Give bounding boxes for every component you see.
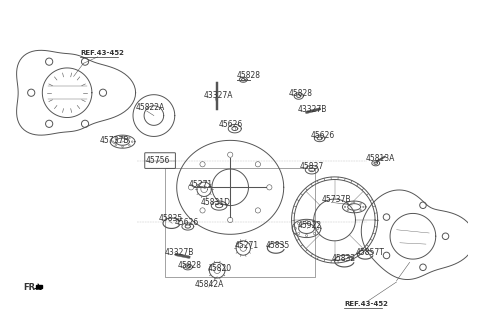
Text: 45271: 45271 <box>189 180 213 189</box>
Text: 45837: 45837 <box>300 162 324 171</box>
Text: REF.43-452: REF.43-452 <box>344 301 388 307</box>
Text: 45626: 45626 <box>219 120 243 129</box>
Text: 45626: 45626 <box>175 218 199 227</box>
Text: 45828: 45828 <box>289 89 313 98</box>
Text: 45820: 45820 <box>207 264 231 273</box>
Text: 45756: 45756 <box>145 156 170 165</box>
Text: 45832: 45832 <box>331 254 356 263</box>
Text: 45271: 45271 <box>235 241 259 250</box>
Text: 45828: 45828 <box>178 261 202 269</box>
Text: 45835: 45835 <box>266 241 290 250</box>
Bar <box>36 285 42 289</box>
Text: 45857T: 45857T <box>356 247 384 257</box>
Text: 43327B: 43327B <box>165 247 194 257</box>
Text: FR.: FR. <box>24 283 39 292</box>
Text: 45737B: 45737B <box>100 136 129 145</box>
Text: 45842A: 45842A <box>194 280 224 289</box>
Text: 45813A: 45813A <box>365 154 395 163</box>
Text: 45822A: 45822A <box>136 103 165 112</box>
Text: 45835: 45835 <box>158 214 183 223</box>
Text: 45831D: 45831D <box>201 198 231 207</box>
Text: 45626: 45626 <box>311 131 335 140</box>
Text: 43327B: 43327B <box>298 105 327 114</box>
Text: 45737B: 45737B <box>322 195 351 204</box>
Text: 45828: 45828 <box>237 71 261 80</box>
Text: 45922: 45922 <box>298 221 322 230</box>
Text: REF.43-452: REF.43-452 <box>80 50 124 56</box>
Text: 43327A: 43327A <box>204 91 234 100</box>
